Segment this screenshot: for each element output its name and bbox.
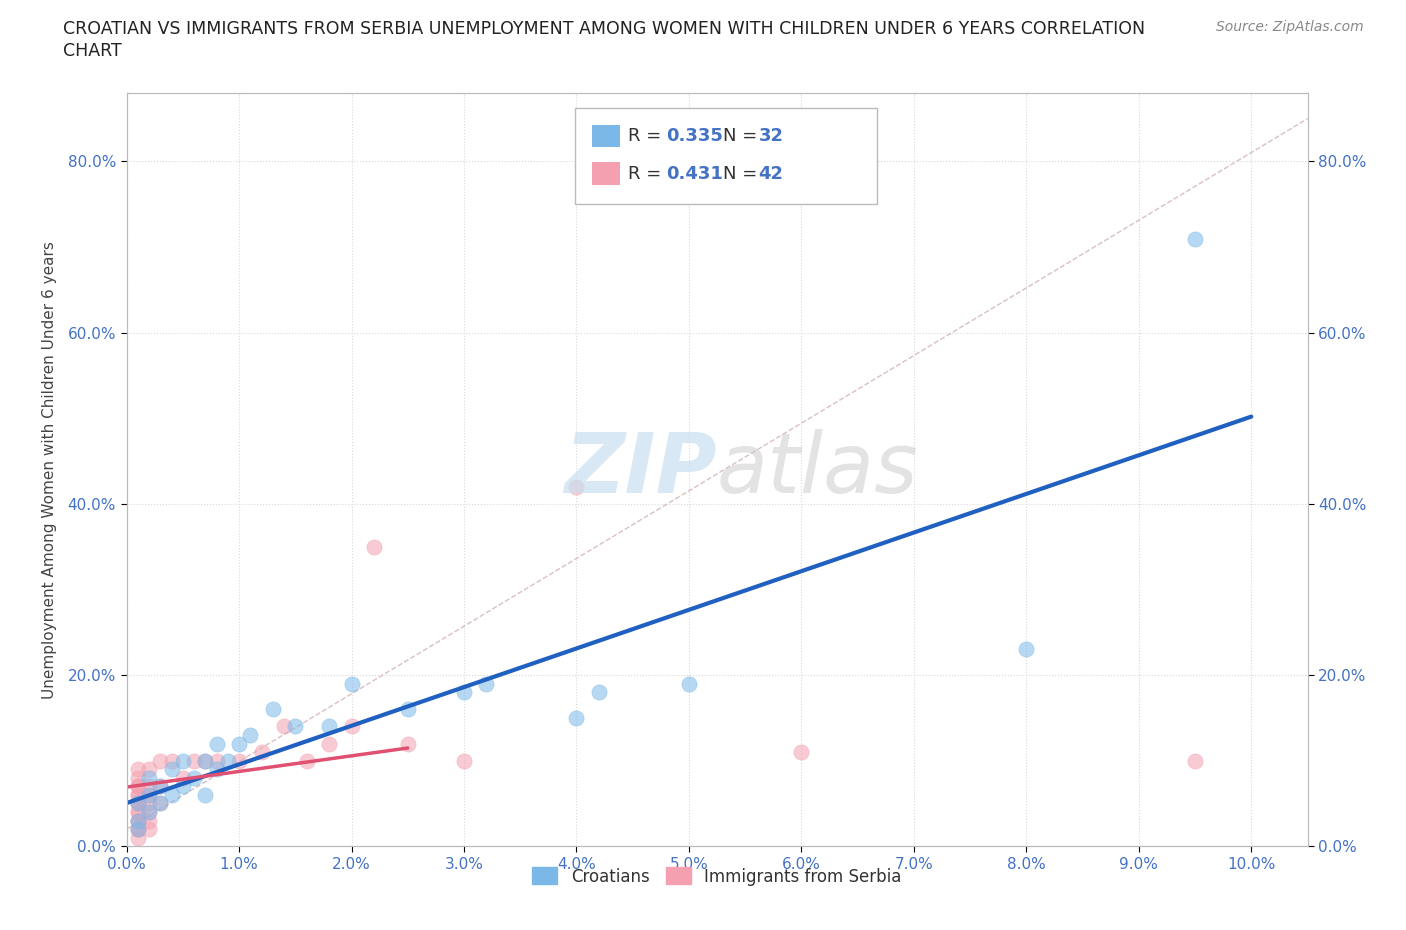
Point [127,804,149,819]
Point [127,796,149,811]
Text: CHART: CHART [63,42,122,60]
Point [149,753,172,768]
Point [127,788,149,803]
Point [183,753,205,768]
Point [127,804,149,819]
Point [363,539,385,554]
Point [453,684,475,699]
Point [160,753,183,768]
Text: Source: ZipAtlas.com: Source: ZipAtlas.com [1216,20,1364,34]
Point [790,745,813,760]
FancyBboxPatch shape [575,108,876,205]
Point [127,779,149,794]
Point [138,804,160,819]
Point [138,788,160,803]
Point [1184,231,1206,246]
Point [127,813,149,828]
Point [127,796,149,811]
Text: 32: 32 [758,126,783,145]
Point [205,753,228,768]
Text: R =: R = [628,165,668,182]
FancyBboxPatch shape [592,125,620,147]
Point [678,676,700,691]
Point [183,770,205,785]
Point [565,711,588,725]
Point [138,762,160,777]
Point [284,719,307,734]
Text: ZIP: ZIP [564,429,717,511]
FancyBboxPatch shape [592,163,620,185]
Point [172,753,194,768]
Text: N =: N = [723,126,763,145]
Point [138,822,160,837]
Point [565,479,588,494]
Point [138,770,160,785]
Point [127,822,149,837]
Point [127,770,149,785]
Point [239,727,262,742]
Point [138,804,160,819]
Point [127,762,149,777]
Point [205,737,228,751]
Point [138,788,160,803]
Point [127,813,149,828]
Text: R =: R = [628,126,668,145]
Point [217,753,239,768]
Point [127,813,149,828]
Point [1015,642,1038,657]
Point [194,753,217,768]
Point [149,796,172,811]
Point [172,779,194,794]
Point [396,702,419,717]
Point [160,788,183,803]
Point [396,737,419,751]
Legend: Croatians, Immigrants from Serbia: Croatians, Immigrants from Serbia [526,860,908,892]
Point [172,770,194,785]
Point [160,762,183,777]
Point [127,779,149,794]
Point [138,779,160,794]
Point [295,753,318,768]
Point [273,719,295,734]
Point [340,719,363,734]
Point [1184,753,1206,768]
Point [318,737,340,751]
Point [149,779,172,794]
Point [127,822,149,837]
Point [340,676,363,691]
Text: N =: N = [723,165,763,182]
Text: atlas: atlas [717,429,918,511]
Point [194,788,217,803]
Text: 0.431: 0.431 [666,165,723,182]
Point [475,676,498,691]
Point [149,779,172,794]
Point [138,813,160,828]
Point [250,745,273,760]
Point [127,830,149,845]
Point [149,796,172,811]
Y-axis label: Unemployment Among Women with Children Under 6 years: Unemployment Among Women with Children U… [42,241,56,698]
Point [127,796,149,811]
Point [127,822,149,837]
Point [127,788,149,803]
Point [194,753,217,768]
Text: CROATIAN VS IMMIGRANTS FROM SERBIA UNEMPLOYMENT AMONG WOMEN WITH CHILDREN UNDER : CROATIAN VS IMMIGRANTS FROM SERBIA UNEMP… [63,20,1146,38]
Point [318,719,340,734]
Point [228,737,250,751]
Point [588,684,610,699]
Point [228,753,250,768]
Point [262,702,284,717]
Text: 0.335: 0.335 [666,126,723,145]
Point [138,796,160,811]
Point [205,762,228,777]
Point [453,753,475,768]
Text: 42: 42 [758,165,783,182]
